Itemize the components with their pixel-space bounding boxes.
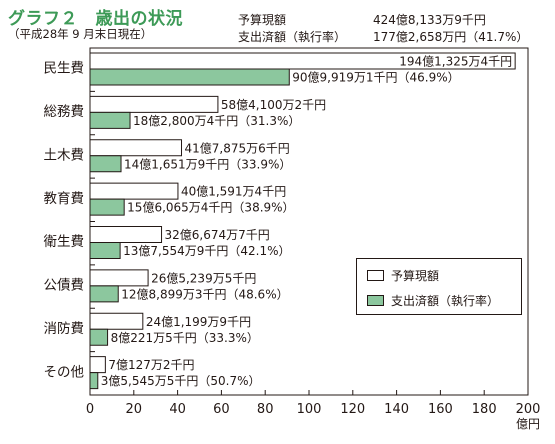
bar-budget [89, 52, 516, 70]
bar-expenditure [89, 285, 119, 303]
bar-expenditure [89, 242, 121, 259]
data-label-budget: 7億127万2千円 [108, 358, 194, 372]
data-label-expenditure: 15億6,065万4千円（38.9%） [127, 201, 294, 215]
bar-budget [89, 269, 149, 287]
x-tick-label: 160 [428, 402, 453, 417]
x-tick-label: 20 [126, 402, 143, 417]
x-tick-label: 140 [384, 402, 409, 417]
category-label: 消防費 [44, 321, 85, 337]
data-label-budget: 26億5,239万5千円 [151, 271, 256, 285]
category-label: 公債費 [44, 278, 85, 294]
bar-budget [89, 312, 144, 330]
data-label-expenditure: 8億221万5千円（33.3%） [111, 331, 259, 345]
data-label-budget: 58億4,100万2千円 [221, 98, 326, 112]
data-label-expenditure: 13億7,554万9千円（42.1%） [123, 244, 290, 258]
category-label: 衛生費 [44, 234, 85, 250]
legend-item-expenditure: 支出済額（執行率） [367, 292, 499, 309]
legend-label-expenditure: 支出済額（執行率） [391, 294, 500, 308]
bar-budget [89, 356, 106, 374]
summary-expenditure-label: 支出済額（執行率） [238, 30, 347, 44]
bar-budget [89, 182, 179, 200]
chart-title: グラフ２ 歳出の状況 [8, 9, 183, 29]
data-label-expenditure: 14億1,651万9千円（33.9%） [124, 157, 291, 171]
data-label-expenditure: 3億5,545万5千円（50.7%） [101, 374, 261, 388]
data-label-expenditure: 90億9,919万1千円（46.9%） [292, 71, 459, 85]
category-label: 民生費 [44, 61, 85, 77]
x-tick-label: 180 [472, 402, 497, 417]
x-tick-label: 120 [340, 402, 365, 417]
category-label: 総務費 [44, 104, 85, 120]
data-label-budget: 41億7,875万6千円 [185, 141, 290, 155]
x-tick-label: 200 [516, 402, 541, 417]
category-label: 土木費 [44, 147, 85, 163]
x-tick-label: 0 [86, 402, 94, 417]
bar-expenditure [89, 155, 122, 173]
bar-expenditure [89, 372, 99, 390]
bar-expenditure [89, 198, 125, 216]
data-label-expenditure: 12億8,899万3千円（48.6%） [121, 287, 288, 301]
legend-label-budget: 予算現額 [391, 269, 440, 283]
bar-budget [89, 226, 163, 243]
x-tick-label: 40 [169, 402, 186, 417]
bar-expenditure [89, 328, 109, 346]
category-label: その他 [44, 364, 85, 380]
legend-item-budget: 予算現額 [367, 267, 439, 284]
summary-expenditure-value: 177億2,658万円（41.7%） [373, 30, 529, 44]
bar-budget [89, 95, 219, 113]
bar-expenditure [89, 68, 290, 86]
data-label-budget: 40億1,591万4千円 [181, 185, 286, 199]
data-label-budget: 24億1,199万9千円 [146, 315, 251, 329]
x-tick-label: 60 [213, 402, 230, 417]
summary-budget-value: 424億8,133万9千円 [373, 13, 486, 27]
data-label-expenditure: 18億2,800万4千円（31.3%） [133, 114, 300, 128]
legend-swatch-budget [367, 270, 384, 281]
bar-budget [89, 139, 183, 157]
x-axis-unit: 億円 [516, 417, 540, 431]
summary-budget-label: 予算現額 [238, 13, 287, 27]
x-tick-label: 80 [257, 402, 274, 417]
x-tick-label: 100 [297, 402, 322, 417]
bar-expenditure [89, 111, 131, 129]
data-label-budget: 194億1,325万4千円 [399, 55, 512, 69]
data-label-budget: 32億6,674万7千円 [165, 228, 270, 242]
category-label: 教育費 [44, 191, 85, 207]
legend: 予算現額 支出済額（執行率） [356, 258, 522, 315]
legend-swatch-expenditure [367, 295, 384, 306]
chart-subtitle: （平成28年 9 月末日現在） [8, 27, 153, 41]
